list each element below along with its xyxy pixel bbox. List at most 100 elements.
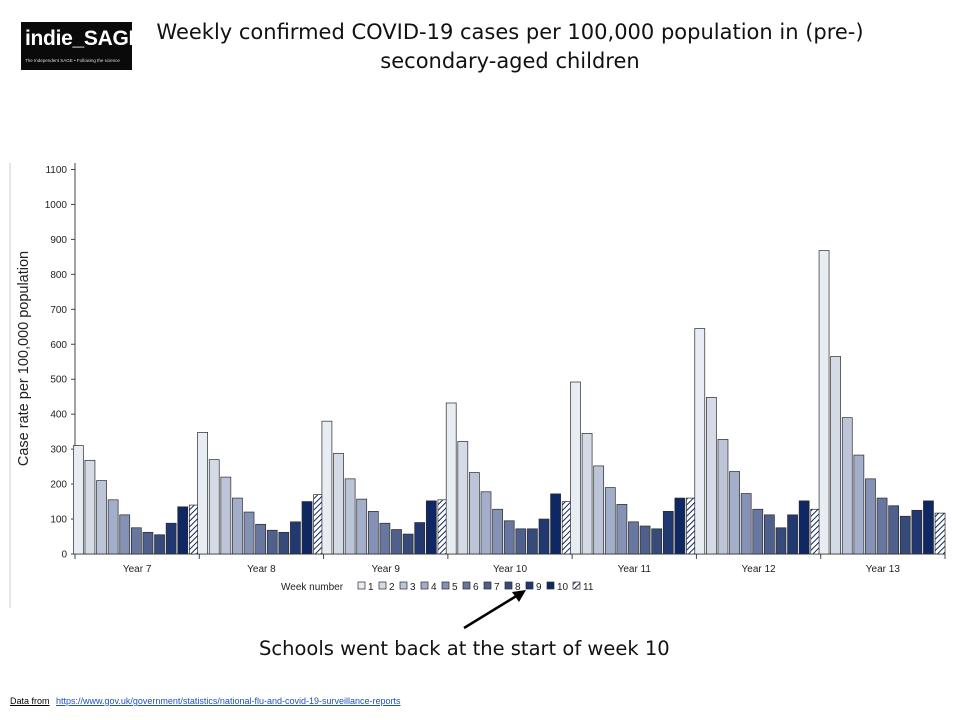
- bar: [220, 476, 232, 555]
- annotation-arrowhead: [512, 590, 526, 602]
- legend-label: 1: [368, 582, 374, 593]
- legend-label: 2: [389, 582, 395, 593]
- bar: [527, 528, 538, 555]
- legend-swatch: [441, 581, 450, 590]
- bar: [841, 417, 853, 555]
- x-category-label: Year 11: [618, 564, 652, 575]
- chart-title-line1: Weekly confirmed COVID-19 cases per 100,…: [156, 20, 864, 44]
- bar: [391, 529, 402, 555]
- y-tick-label: 1000: [45, 200, 68, 211]
- bar: [402, 533, 414, 555]
- legend-label: 9: [536, 582, 542, 593]
- bar: [899, 515, 911, 555]
- bar: [865, 478, 876, 555]
- logo-tagline: The Independent SAGE • Following the sci…: [25, 58, 120, 63]
- legend-swatch: [483, 581, 492, 590]
- bar: [243, 511, 255, 555]
- bar: [694, 328, 706, 555]
- bar: [604, 487, 616, 555]
- bar: [266, 529, 278, 555]
- bar: [818, 250, 830, 555]
- annotation-arrow: [463, 593, 519, 630]
- legend-label: 8: [515, 582, 521, 593]
- source-footer: Data from https://www.gov.uk/government/…: [10, 696, 401, 706]
- bar: [197, 432, 208, 555]
- legend-swatch: [572, 581, 581, 590]
- legend-swatch: [546, 581, 555, 590]
- y-tick-label: 200: [50, 480, 67, 491]
- x-category-label: Year 13: [866, 564, 901, 575]
- bar: [717, 438, 729, 555]
- legend-label: 10: [557, 582, 569, 593]
- bar: [616, 504, 628, 555]
- bar: [165, 522, 177, 555]
- bar: [740, 493, 752, 555]
- bar: [876, 497, 888, 555]
- bar: [84, 459, 96, 555]
- bar-chart: 0 100 200 300 400 500 600 700 800 900 1000 1100 Case…: [9, 163, 946, 630]
- y-tick-label: 0: [61, 550, 67, 561]
- y-tick-label: 900: [50, 235, 67, 246]
- bar: [232, 497, 243, 555]
- bar: [550, 493, 561, 555]
- bar: [729, 471, 740, 555]
- y-tick-label: 1100: [45, 165, 67, 176]
- y-tick-label: 500: [50, 375, 67, 386]
- bar: [142, 531, 154, 555]
- legend-swatch: [420, 581, 429, 590]
- y-axis-title: Case rate per 100,000 population: [16, 251, 32, 466]
- y-tick-label: 700: [50, 305, 67, 316]
- bar: [457, 441, 469, 555]
- legend-label: 11: [583, 582, 594, 593]
- source-link[interactable]: https://www.gov.uk/government/statistics…: [56, 696, 401, 706]
- bar: [628, 521, 639, 555]
- y-tick-label: 600: [50, 340, 67, 351]
- legend-label: 4: [431, 582, 437, 593]
- legend-swatch: [357, 581, 366, 590]
- bar: [775, 527, 787, 555]
- bar: [581, 433, 593, 555]
- bar: [445, 402, 457, 555]
- bar: [367, 511, 379, 555]
- bar: [379, 522, 391, 555]
- bar: [208, 459, 220, 555]
- y-tick-label: 100: [50, 515, 67, 526]
- bar: [651, 528, 663, 555]
- x-category-label: Year 9: [371, 564, 400, 575]
- bar: [593, 465, 605, 555]
- legend-swatch: [462, 581, 471, 590]
- bar: [130, 527, 142, 555]
- x-category-label: Year 7: [123, 564, 152, 575]
- bar: [344, 478, 356, 555]
- bar: [301, 501, 313, 555]
- x-category-label: Year 8: [247, 564, 276, 575]
- bar: [321, 420, 333, 555]
- bar: [177, 506, 189, 555]
- legend-label: 6: [473, 582, 479, 593]
- bar: [934, 512, 946, 555]
- bar: [538, 518, 550, 555]
- bar: [290, 521, 301, 555]
- bar: [662, 511, 674, 555]
- x-category-label: Year 12: [742, 564, 777, 575]
- bar: [119, 514, 131, 555]
- y-tick-label: 300: [50, 445, 67, 456]
- bar: [425, 500, 437, 555]
- bar: [888, 505, 900, 555]
- bar: [706, 397, 717, 555]
- bar: [639, 525, 651, 555]
- bar: [255, 523, 266, 555]
- bar: [911, 509, 923, 555]
- bar: [787, 514, 798, 555]
- bar: [503, 520, 515, 555]
- bar: [923, 500, 934, 555]
- bar: [107, 499, 119, 555]
- legend-label: 3: [410, 582, 416, 593]
- legend-swatch: [504, 581, 513, 590]
- bar: [356, 498, 368, 555]
- legend-title: Week number: [281, 582, 344, 593]
- bar: [515, 528, 527, 555]
- bar: [570, 381, 581, 555]
- bar: [830, 356, 842, 555]
- chart-title: Weekly confirmed COVID-19 cases per 100,…: [150, 18, 870, 76]
